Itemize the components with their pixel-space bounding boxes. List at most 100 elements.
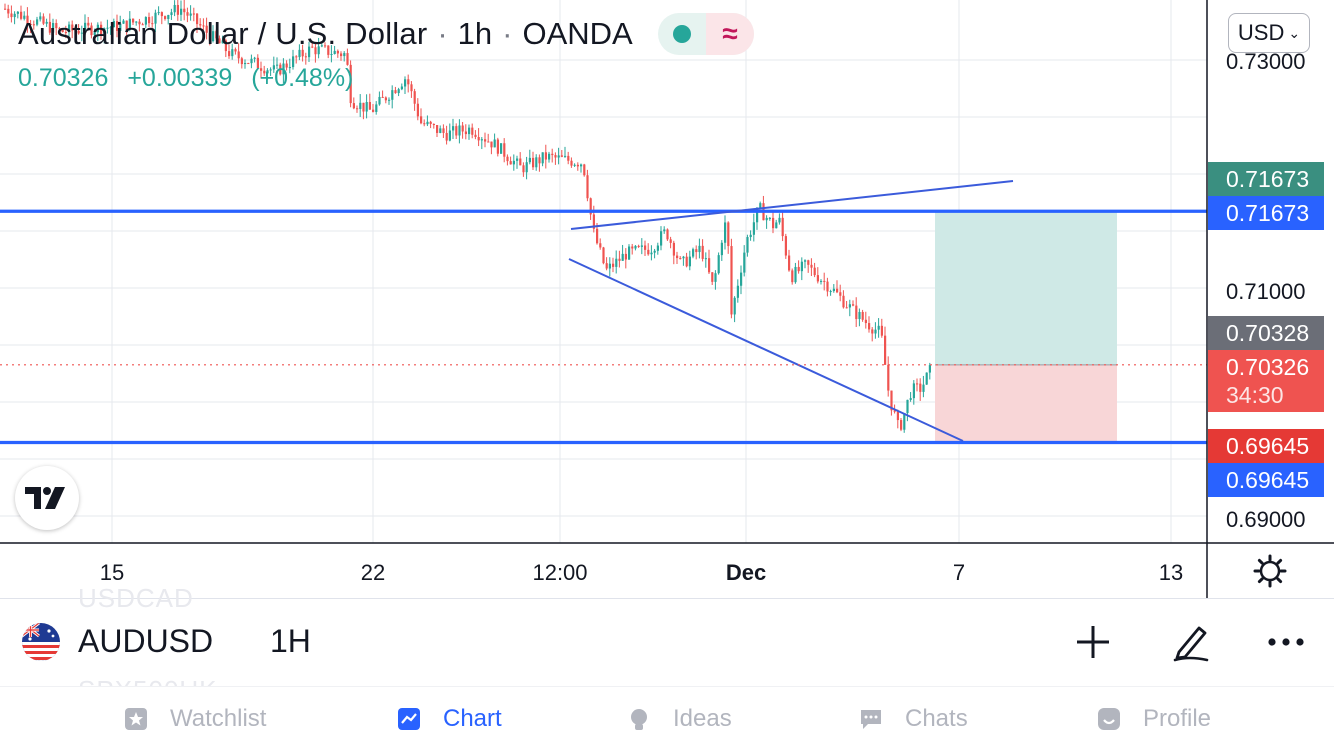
candle-body bbox=[208, 32, 211, 42]
currency-selector[interactable]: USD ⌄ bbox=[1228, 13, 1310, 53]
chart-grid bbox=[0, 0, 1207, 543]
plus-icon[interactable] bbox=[1068, 617, 1118, 667]
pen-icon[interactable] bbox=[1166, 617, 1216, 667]
candle-body bbox=[554, 155, 557, 158]
quote-line: 0.70326 +0.00339 (+0.48%) bbox=[18, 64, 365, 93]
tab-watchlist[interactable]: Watchlist bbox=[124, 705, 266, 733]
price-chart[interactable] bbox=[0, 0, 1334, 598]
candle-body bbox=[400, 86, 403, 90]
tab-profile[interactable]: Profile bbox=[1097, 705, 1211, 733]
candle-body bbox=[103, 28, 106, 35]
tab-chats[interactable]: Chats bbox=[859, 705, 968, 733]
candle-body bbox=[410, 84, 413, 92]
candle-body bbox=[45, 21, 48, 24]
candle-body bbox=[906, 399, 909, 414]
candle-body bbox=[458, 125, 461, 136]
candle-body bbox=[519, 158, 522, 166]
candle-body bbox=[397, 89, 400, 94]
candle-body bbox=[205, 25, 208, 33]
candle-body bbox=[29, 23, 32, 25]
candle-body bbox=[877, 325, 880, 330]
price-change: +0.00339 bbox=[127, 64, 233, 92]
candle-body bbox=[564, 155, 567, 157]
candle-body bbox=[80, 32, 83, 34]
trend-drawings[interactable] bbox=[0, 180, 1207, 445]
candle-body bbox=[298, 49, 301, 58]
candle-body bbox=[4, 8, 7, 10]
candle-body bbox=[260, 68, 263, 71]
candle-body bbox=[551, 153, 554, 156]
candle-body bbox=[698, 245, 701, 253]
candle-body bbox=[71, 24, 74, 31]
candle-body bbox=[285, 63, 288, 68]
status-dot-icon bbox=[673, 25, 691, 43]
chart-header: Australian Dollar / U.S. Dollar · 1h · O… bbox=[18, 14, 633, 54]
tab-ideas[interactable]: Ideas bbox=[627, 705, 732, 733]
candle-body bbox=[106, 27, 109, 29]
settings-gear-icon[interactable] bbox=[1252, 553, 1288, 589]
candle-body bbox=[452, 126, 455, 131]
level-price-label: 0.69645 bbox=[1208, 463, 1324, 497]
candle-body bbox=[512, 160, 515, 165]
candle-body bbox=[884, 335, 887, 365]
candle-body bbox=[624, 253, 627, 260]
candle-body bbox=[650, 252, 653, 255]
candle-body bbox=[128, 18, 131, 30]
candle-body bbox=[244, 63, 247, 65]
candle-body bbox=[237, 51, 240, 59]
candle-body bbox=[365, 102, 368, 112]
candle-body bbox=[186, 12, 189, 16]
candle-body bbox=[336, 50, 339, 54]
candle-body bbox=[308, 46, 311, 58]
candle-body bbox=[503, 143, 506, 157]
candle-body bbox=[349, 64, 352, 104]
candle-body bbox=[775, 222, 778, 229]
candle-body bbox=[509, 161, 512, 165]
price-tick: 0.73000 bbox=[1226, 49, 1306, 74]
market-status-pill[interactable]: ≈ bbox=[658, 13, 754, 55]
candle-body bbox=[685, 256, 688, 267]
candle-body bbox=[202, 25, 205, 27]
price-tick: 0.69000 bbox=[1226, 507, 1306, 532]
candle-body bbox=[96, 24, 99, 33]
candle-body bbox=[292, 56, 295, 68]
candle-body bbox=[752, 222, 755, 235]
candle-body bbox=[157, 12, 160, 14]
symbol-ticker[interactable]: AUDUSD bbox=[78, 623, 214, 659]
time-tick: 22 bbox=[360, 560, 386, 585]
candle-body bbox=[192, 13, 195, 15]
candle-body bbox=[596, 228, 599, 244]
candle-body bbox=[887, 364, 890, 391]
candle-body bbox=[282, 63, 285, 75]
more-icon[interactable] bbox=[1261, 617, 1311, 667]
candle-body bbox=[416, 103, 419, 117]
symbol-title: Australian Dollar / U.S. Dollar bbox=[18, 16, 428, 51]
candle-body bbox=[781, 217, 784, 237]
candle-body bbox=[432, 123, 435, 126]
candle-body bbox=[896, 411, 899, 421]
candle-body bbox=[855, 305, 858, 320]
candle-body bbox=[404, 79, 407, 87]
interval-selector[interactable]: 1H bbox=[270, 623, 311, 659]
candle-body bbox=[189, 13, 192, 16]
candle-body bbox=[247, 63, 250, 65]
bar-countdown: 34:30 bbox=[1226, 382, 1284, 408]
candle-body bbox=[711, 272, 714, 282]
candle-body bbox=[525, 162, 528, 173]
candle-body bbox=[768, 217, 771, 219]
candle-body bbox=[77, 30, 80, 34]
candle-body bbox=[660, 231, 663, 246]
long-position-tool[interactable] bbox=[935, 211, 1117, 443]
candle-body bbox=[48, 21, 51, 33]
tradingview-logo-icon[interactable] bbox=[15, 466, 79, 530]
tab-label: Chart bbox=[443, 705, 502, 732]
candle-body bbox=[224, 40, 227, 52]
candle-body bbox=[634, 245, 637, 249]
tab-chart[interactable]: Chart bbox=[397, 705, 502, 733]
candle-body bbox=[304, 56, 307, 58]
candle-body bbox=[704, 258, 707, 260]
candle-body bbox=[455, 126, 458, 136]
candle-body bbox=[74, 30, 77, 32]
candle-body bbox=[500, 143, 503, 154]
candle-body bbox=[701, 245, 704, 259]
